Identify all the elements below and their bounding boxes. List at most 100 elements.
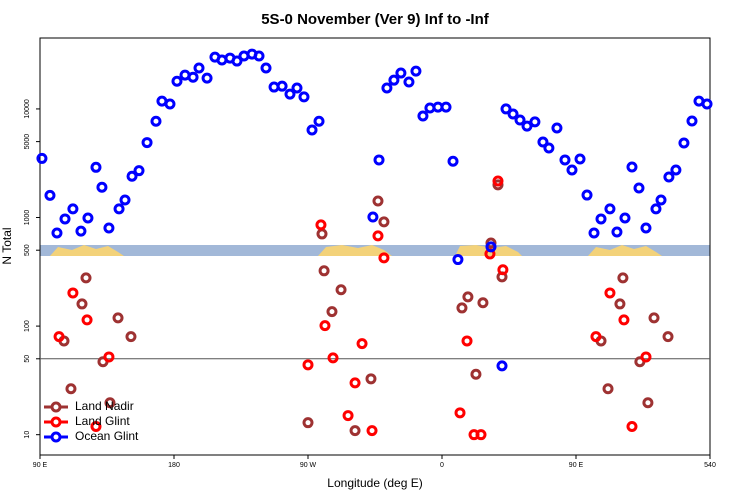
point (260, 62, 272, 74)
point (626, 420, 638, 432)
point (349, 425, 361, 437)
point (342, 410, 354, 422)
point (378, 216, 390, 228)
y-tick-label: 5000 (24, 134, 31, 150)
point (496, 360, 508, 372)
point (462, 291, 474, 303)
point (662, 331, 674, 343)
point (253, 50, 265, 62)
point (112, 312, 124, 324)
point (604, 203, 616, 215)
land-shape (50, 245, 124, 256)
point (617, 272, 629, 284)
point (701, 98, 713, 110)
legend-marker (50, 416, 62, 428)
point (141, 137, 153, 149)
chart-title: 5S-0 November (Ver 9) Inf to -Inf (261, 11, 490, 28)
point (298, 91, 310, 103)
point (326, 306, 338, 318)
point (103, 351, 115, 363)
point (302, 417, 314, 429)
point (81, 314, 93, 326)
point (648, 312, 660, 324)
point (82, 212, 94, 224)
y-tick-label: 10000 (24, 99, 31, 119)
land-shape (588, 245, 662, 256)
point (618, 314, 630, 326)
legend-label: Land Glint (75, 414, 130, 428)
point (75, 225, 87, 237)
plot-frame (39, 37, 711, 456)
point (633, 182, 645, 194)
point (365, 373, 377, 385)
point (284, 88, 296, 100)
point (59, 213, 71, 225)
point (485, 241, 497, 253)
point (497, 264, 509, 276)
point (306, 124, 318, 136)
point (51, 227, 63, 239)
point (410, 65, 422, 77)
point (470, 368, 482, 380)
point (187, 71, 199, 83)
point (378, 252, 390, 264)
land-shape (318, 245, 392, 256)
point (104, 397, 116, 409)
x-tick-label: 540 (704, 462, 716, 469)
y-tick-label: 1000 (24, 210, 31, 226)
y-tick-label: 50 (24, 355, 31, 363)
y-axis-label: N Total (0, 227, 14, 264)
point (492, 175, 504, 187)
point (403, 76, 415, 88)
point (302, 359, 314, 371)
point (640, 222, 652, 234)
point (313, 115, 325, 127)
y-tick-label: 100 (24, 320, 31, 332)
point (80, 272, 92, 284)
point (686, 115, 698, 127)
point (447, 155, 459, 167)
point (602, 383, 614, 395)
point (507, 108, 519, 120)
point (485, 237, 497, 249)
point (395, 67, 407, 79)
x-tick-label: 90 E (569, 462, 584, 469)
point (193, 62, 205, 74)
point (670, 164, 682, 176)
point (456, 302, 468, 314)
point (381, 82, 393, 94)
point (604, 287, 616, 299)
point (119, 194, 131, 206)
x-tick-label: 180 (168, 462, 180, 469)
point (90, 161, 102, 173)
point (335, 284, 347, 296)
legend-label: Ocean Glint (75, 429, 139, 443)
point (367, 211, 379, 223)
x-tick-label: 90 W (300, 462, 317, 469)
point (201, 72, 213, 84)
point (171, 75, 183, 87)
point (65, 383, 77, 395)
point (231, 55, 243, 67)
x-axis-label: Longitude (deg E) (327, 476, 422, 490)
point (76, 298, 88, 310)
point (349, 377, 361, 389)
legend-label: Land Nadir (75, 399, 134, 413)
point (366, 425, 378, 437)
point (126, 170, 138, 182)
legend-marker (50, 401, 62, 413)
point (514, 114, 526, 126)
point (372, 195, 384, 207)
y-tick-label: 500 (24, 244, 31, 256)
y-tick-label: 10 (24, 431, 31, 439)
point (678, 137, 690, 149)
point (590, 331, 602, 343)
point (642, 397, 654, 409)
point (614, 298, 626, 310)
point (475, 429, 487, 441)
point (595, 213, 607, 225)
point (327, 352, 339, 364)
point (454, 407, 466, 419)
point (291, 82, 303, 94)
